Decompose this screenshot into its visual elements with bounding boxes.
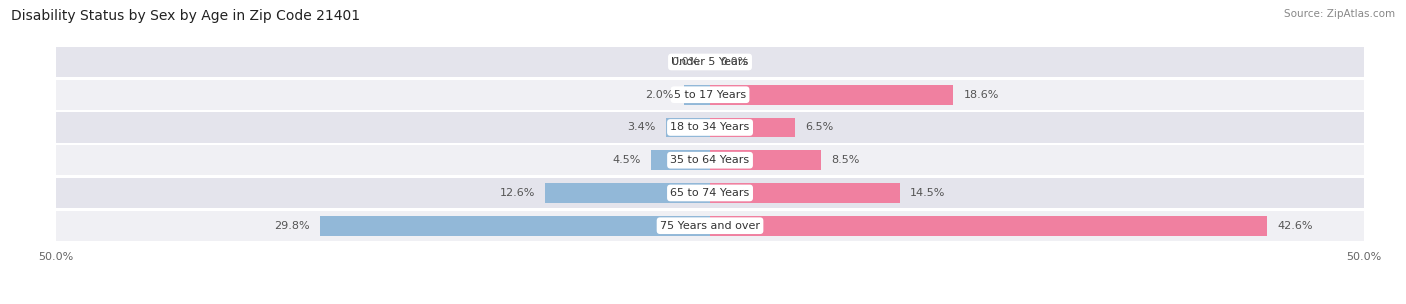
Text: 3.4%: 3.4%	[627, 123, 655, 133]
Text: 8.5%: 8.5%	[831, 155, 860, 165]
Bar	[546, 183, 710, 203]
Bar	[56, 47, 1364, 77]
Text: 29.8%: 29.8%	[274, 221, 309, 231]
Bar	[710, 150, 821, 170]
Text: 65 to 74 Years: 65 to 74 Years	[671, 188, 749, 198]
Text: 14.5%: 14.5%	[910, 188, 945, 198]
Bar	[710, 183, 900, 203]
Text: Disability Status by Sex by Age in Zip Code 21401: Disability Status by Sex by Age in Zip C…	[11, 9, 360, 23]
Bar	[321, 216, 710, 236]
Text: 0.0%: 0.0%	[720, 57, 749, 67]
Text: 18.6%: 18.6%	[963, 90, 1000, 100]
Bar	[710, 216, 1267, 236]
Bar	[651, 150, 710, 170]
Text: 12.6%: 12.6%	[499, 188, 534, 198]
Text: 75 Years and over: 75 Years and over	[659, 221, 761, 231]
Bar	[56, 112, 1364, 143]
Text: Source: ZipAtlas.com: Source: ZipAtlas.com	[1284, 9, 1395, 19]
Bar	[665, 118, 710, 137]
Text: 4.5%: 4.5%	[613, 155, 641, 165]
Text: 2.0%: 2.0%	[645, 90, 673, 100]
Bar	[710, 85, 953, 105]
Text: 5 to 17 Years: 5 to 17 Years	[673, 90, 747, 100]
Text: 18 to 34 Years: 18 to 34 Years	[671, 123, 749, 133]
Text: 42.6%: 42.6%	[1278, 221, 1313, 231]
Bar	[56, 145, 1364, 175]
Text: Under 5 Years: Under 5 Years	[672, 57, 748, 67]
Bar	[56, 211, 1364, 241]
Bar	[683, 85, 710, 105]
Bar	[710, 118, 794, 137]
Legend: Male, Female: Male, Female	[650, 302, 770, 304]
Text: 35 to 64 Years: 35 to 64 Years	[671, 155, 749, 165]
Bar	[56, 80, 1364, 110]
Text: 6.5%: 6.5%	[806, 123, 834, 133]
Text: 0.0%: 0.0%	[671, 57, 700, 67]
Bar	[56, 178, 1364, 208]
